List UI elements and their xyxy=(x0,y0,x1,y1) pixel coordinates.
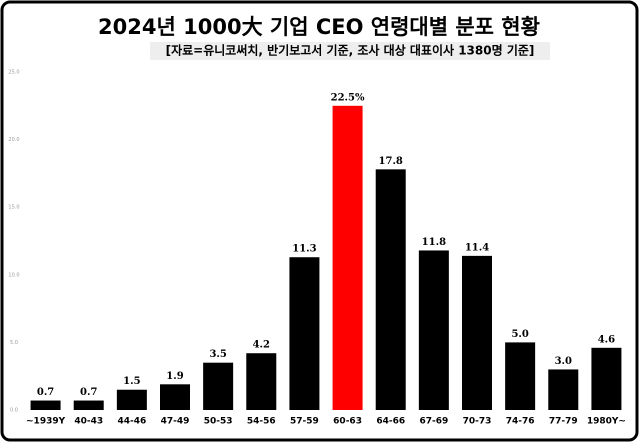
value-label: 22.5% xyxy=(331,92,365,103)
x-tick-label: 57-59 xyxy=(290,417,319,427)
subtitle-bg xyxy=(150,42,550,60)
bar xyxy=(30,400,61,410)
x-tick-label: 1980Y~ xyxy=(587,417,626,427)
value-label: 4.6 xyxy=(598,334,615,345)
x-tick-label: 70-73 xyxy=(463,417,492,427)
y-tick-label: 15.0 xyxy=(8,205,19,211)
bar xyxy=(116,389,147,410)
value-label: 4.2 xyxy=(253,340,270,351)
bar xyxy=(203,362,234,410)
x-tick-label: 74-76 xyxy=(506,417,535,427)
value-label: 1.9 xyxy=(166,371,183,382)
x-tick-label: ~1939Y xyxy=(26,417,66,427)
x-tick-label: 64-66 xyxy=(376,417,405,427)
y-tick-label: 10.0 xyxy=(8,272,19,278)
bar xyxy=(289,257,320,410)
bar xyxy=(548,369,579,410)
y-tick-label: 20.0 xyxy=(8,137,19,143)
value-label: 11.4 xyxy=(465,242,489,253)
value-label: 11.8 xyxy=(422,237,446,248)
value-label: 1.5 xyxy=(123,376,140,387)
x-tick-label: 44-46 xyxy=(117,417,146,427)
bar xyxy=(418,250,449,410)
value-label: 11.3 xyxy=(292,244,316,255)
x-tick-label: 60-63 xyxy=(333,417,362,427)
y-tick-label: 0.0 xyxy=(10,408,18,414)
x-tick-label: 40-43 xyxy=(74,417,103,427)
value-label: 5.0 xyxy=(511,329,528,340)
chart-subtitle: [자료=유니코써치, 반기보고서 기준, 조사 대상 대표이사 1380명 기준… xyxy=(166,43,535,58)
x-tick-label: 54-56 xyxy=(247,417,276,427)
bar xyxy=(375,169,406,410)
y-tick-label: 5.0 xyxy=(10,340,18,346)
bar xyxy=(246,353,277,410)
x-tick-label: 77-79 xyxy=(549,417,578,427)
bar xyxy=(332,105,363,411)
bar xyxy=(505,342,536,410)
value-label: 3.0 xyxy=(555,356,572,367)
x-tick-label: 67-69 xyxy=(419,417,448,427)
x-tick-label: 47-49 xyxy=(161,417,190,427)
value-label: 3.5 xyxy=(209,349,226,360)
bar xyxy=(160,384,190,410)
value-label: 0.7 xyxy=(80,387,97,398)
value-label: 0.7 xyxy=(37,387,54,398)
bar xyxy=(73,400,104,410)
chart-title: 2024년 1000大 기업 CEO 연령대별 분포 현황 xyxy=(98,15,540,39)
value-label: 17.8 xyxy=(379,156,403,167)
y-tick-label: 25.0 xyxy=(8,70,19,76)
bar xyxy=(462,255,492,410)
x-tick-label: 50-53 xyxy=(204,417,233,427)
bar xyxy=(591,347,622,410)
